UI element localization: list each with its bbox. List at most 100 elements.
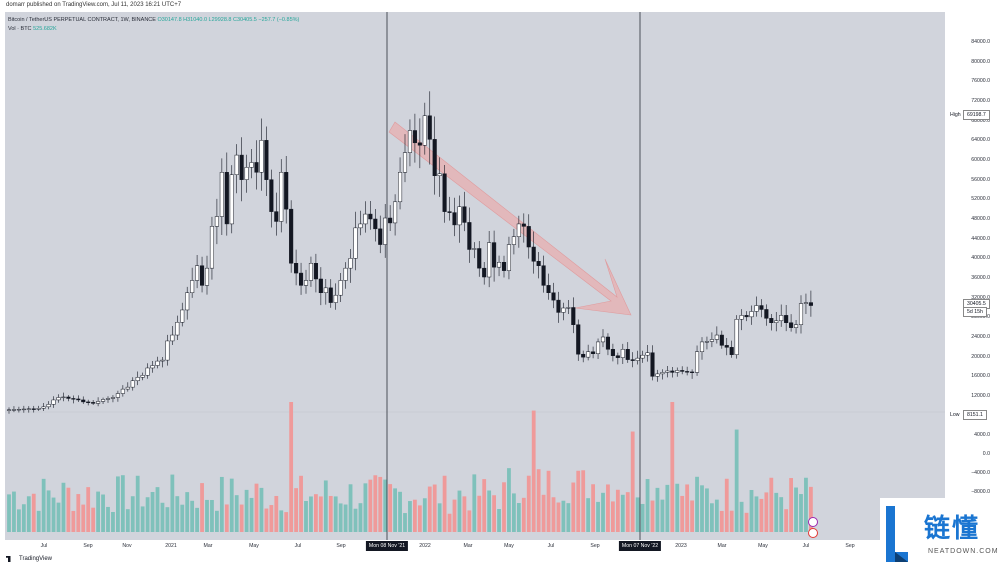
volume-bar bbox=[17, 509, 21, 532]
price-axis[interactable]: 84000.0 80000.0 76000.0 72000.0 68000.0 64000… bbox=[945, 12, 1000, 540]
candle-body bbox=[704, 341, 710, 343]
candle-body bbox=[551, 292, 556, 301]
volume-bar bbox=[180, 504, 185, 532]
time-axis[interactable]: Jul Sep Nov 2021 Mar May Jul Sep 2022 Mar May Jul Se… bbox=[0, 540, 1000, 554]
low-value-badge: 8151.1 bbox=[963, 409, 987, 420]
candle-body bbox=[269, 179, 274, 212]
price-tick-label: 60000.0 bbox=[971, 157, 990, 163]
time-tick-label: Sep bbox=[83, 543, 93, 549]
candle-body bbox=[388, 217, 393, 224]
candle-body bbox=[536, 261, 541, 266]
candle-body bbox=[734, 319, 739, 355]
candle-body bbox=[457, 206, 462, 226]
candle-body bbox=[625, 349, 630, 360]
price-tick-label: 28000.0 bbox=[971, 314, 990, 321]
volume-bar bbox=[784, 509, 789, 532]
volume-bar bbox=[477, 495, 482, 532]
candle-body bbox=[393, 201, 398, 224]
candle-countdown-badge: 5d 15h bbox=[963, 306, 987, 317]
volume-bar bbox=[254, 483, 259, 532]
volume-bar bbox=[789, 478, 793, 532]
candle-body bbox=[724, 345, 729, 348]
volume-bar bbox=[650, 500, 655, 532]
volume-bar bbox=[764, 492, 769, 532]
volume-bar bbox=[665, 484, 670, 532]
volume-bar bbox=[185, 492, 190, 532]
legend-symbol[interactable]: Bitcoin / TetherUS PERPETUAL CONTRACT, 1… bbox=[8, 17, 156, 23]
candle-body bbox=[71, 398, 76, 400]
event-flag-icon[interactable] bbox=[808, 517, 818, 527]
volume-bar bbox=[705, 488, 709, 532]
candle-body bbox=[754, 305, 759, 312]
candle-body bbox=[318, 278, 323, 294]
volume-bar bbox=[447, 513, 452, 532]
volume-bar bbox=[635, 497, 640, 532]
price-tick-label: 32000.0 bbox=[971, 295, 990, 301]
candle-body bbox=[610, 349, 615, 356]
volume-bar bbox=[442, 475, 447, 532]
volume-bar bbox=[175, 496, 180, 532]
watermark-logo-icon bbox=[886, 506, 908, 562]
candle-body bbox=[784, 315, 789, 323]
trend-arrow-drawing bbox=[388, 121, 632, 316]
candle-body bbox=[759, 305, 764, 310]
volume-bar bbox=[51, 497, 56, 532]
candle-body bbox=[645, 352, 650, 356]
candle-body bbox=[714, 334, 719, 340]
volume-bar bbox=[111, 511, 115, 532]
legend-volume-label[interactable]: Vol · BTC bbox=[8, 26, 32, 32]
candle-body bbox=[432, 139, 437, 176]
candle-body bbox=[180, 309, 185, 323]
volume-bar bbox=[249, 497, 254, 532]
volume-bar bbox=[536, 469, 541, 532]
volume-bar bbox=[279, 510, 284, 532]
volume-bar bbox=[215, 510, 219, 532]
volume-bar bbox=[422, 498, 427, 532]
volume-bar bbox=[512, 493, 516, 532]
volume-bar bbox=[333, 496, 338, 532]
candle-body bbox=[467, 222, 472, 250]
candle-body bbox=[808, 302, 813, 306]
legend-ohlc: O30147.8 H31040.0 L29928.8 C30405.5 −257… bbox=[157, 17, 300, 23]
candle-body bbox=[224, 172, 229, 225]
watermark-title: 链懂 bbox=[924, 514, 981, 544]
time-tick-label: May bbox=[758, 543, 768, 549]
candlestick-chart[interactable] bbox=[5, 12, 945, 540]
candle-body bbox=[294, 263, 299, 274]
candle-body bbox=[358, 223, 363, 229]
volume-bar bbox=[437, 503, 442, 532]
time-tick-label: Mar bbox=[203, 543, 213, 549]
candle-body bbox=[615, 355, 620, 358]
time-tick-label: Jul bbox=[802, 543, 810, 549]
chart-area[interactable] bbox=[5, 12, 945, 540]
candle-body bbox=[155, 360, 160, 366]
legend-volume-value: 525.682K bbox=[33, 26, 57, 32]
volume-bar bbox=[155, 487, 160, 532]
volume-bar bbox=[140, 506, 145, 532]
candle-body bbox=[368, 213, 373, 220]
volume-bar bbox=[794, 487, 798, 532]
volume-bar bbox=[170, 474, 175, 532]
volume-bar bbox=[86, 487, 91, 532]
volume-bar bbox=[457, 490, 462, 532]
volume-bar bbox=[244, 489, 249, 532]
published-info: domarr published on TradingView.com, Jul… bbox=[6, 2, 182, 8]
candle-body bbox=[343, 267, 348, 281]
volume-bar bbox=[734, 429, 739, 532]
volume-bar bbox=[804, 477, 808, 532]
dividend-flag-icon[interactable] bbox=[808, 528, 818, 538]
candle-body bbox=[378, 228, 383, 245]
candle-body bbox=[541, 265, 546, 286]
candle-body bbox=[744, 315, 749, 318]
volume-bar bbox=[596, 501, 600, 532]
volume-bar bbox=[116, 476, 120, 532]
candle-body bbox=[402, 152, 408, 173]
candle-body bbox=[556, 299, 561, 313]
candle-body bbox=[586, 351, 591, 358]
tradingview-logo[interactable]: TradingView bbox=[6, 556, 52, 562]
volume-bar bbox=[576, 470, 581, 532]
volume-bar bbox=[744, 512, 749, 532]
volume-bar bbox=[284, 512, 289, 532]
candle-body bbox=[101, 399, 106, 402]
volume-bar bbox=[774, 492, 779, 532]
